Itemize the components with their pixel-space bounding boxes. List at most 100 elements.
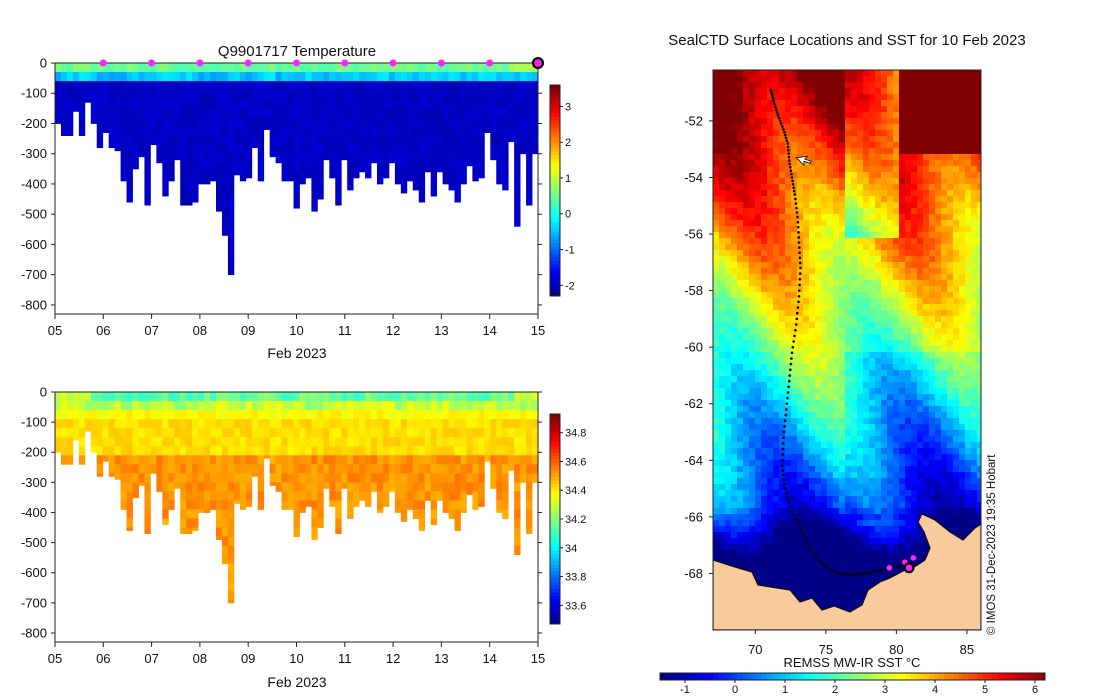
heatmap-cell xyxy=(406,473,414,483)
heatmap-cell xyxy=(192,464,199,474)
sst-cell xyxy=(737,118,744,125)
sst-cell xyxy=(743,298,750,305)
sst-cell xyxy=(905,226,912,233)
sst-cell xyxy=(833,286,840,293)
sst-cell xyxy=(911,88,918,95)
sst-row xyxy=(713,310,981,317)
heatmap-cell xyxy=(454,509,461,519)
sst-cell xyxy=(857,238,864,245)
sst-cell xyxy=(845,220,852,227)
heatmap-cell xyxy=(472,455,479,465)
sst-cell xyxy=(899,202,906,209)
sst-cell xyxy=(881,256,888,263)
heatmap-cell xyxy=(514,545,521,556)
sst-cell xyxy=(857,208,864,215)
sst-cell xyxy=(869,154,876,161)
heatmap-cell xyxy=(382,63,390,73)
heatmap-cell xyxy=(341,99,348,109)
heatmap-cell xyxy=(138,482,145,486)
heatmap-cell xyxy=(442,410,449,420)
sst-cell xyxy=(953,232,960,239)
heatmap-cell xyxy=(460,180,467,185)
sst-cell xyxy=(851,358,858,365)
sst-cell xyxy=(923,280,930,287)
heatmap-cell xyxy=(227,208,235,218)
heatmap-cell xyxy=(257,500,265,510)
heatmap-cell xyxy=(186,72,193,82)
heatmap-cell xyxy=(442,108,449,118)
heatmap-cell xyxy=(526,518,533,528)
heatmap-cell xyxy=(335,428,342,438)
heatmap-cell xyxy=(144,99,151,109)
sst-cell xyxy=(929,232,936,239)
sst-cell xyxy=(923,118,930,125)
sst-cell xyxy=(833,70,840,77)
sst-cell xyxy=(743,382,750,389)
sst-cell xyxy=(845,238,852,245)
sst-cell xyxy=(821,292,828,299)
sst-cell xyxy=(833,394,840,401)
colorbar-step xyxy=(550,260,560,265)
sst-cell xyxy=(785,262,792,269)
sst-cell xyxy=(929,184,936,191)
heatmap-cell xyxy=(311,190,318,200)
sst-cell xyxy=(863,184,870,191)
heatmap-cell xyxy=(448,401,455,411)
sst-cell xyxy=(917,124,924,131)
heatmap-cell xyxy=(168,464,175,474)
sst-cell xyxy=(917,262,924,269)
sst-cell xyxy=(827,208,834,215)
heatmap-cell xyxy=(227,63,235,73)
sst-cell xyxy=(971,94,978,101)
sst-cell xyxy=(959,388,966,395)
colorbar-step xyxy=(550,421,560,425)
sst-cell xyxy=(929,370,936,377)
heatmap-cell xyxy=(418,81,426,91)
heatmap-cell xyxy=(400,190,408,194)
sst-cell xyxy=(755,352,762,359)
sst-cell xyxy=(731,148,738,155)
heatmap-cell xyxy=(448,117,455,127)
x-tick-label: 11 xyxy=(338,651,352,666)
heatmap-cell xyxy=(448,90,455,100)
heatmap-cell xyxy=(382,419,390,429)
sst-cell xyxy=(941,124,948,131)
heatmap-cell xyxy=(424,81,432,91)
profile-column xyxy=(365,63,372,179)
heatmap-cell xyxy=(305,135,312,146)
sst-cell xyxy=(761,124,768,131)
colorbar-step xyxy=(550,95,560,100)
sst-cell xyxy=(911,76,918,83)
sst-cell xyxy=(761,250,768,257)
heatmap-cell xyxy=(239,437,247,447)
sst-cell xyxy=(881,262,888,269)
heatmap-cell xyxy=(406,63,414,73)
heatmap-cell xyxy=(305,108,312,118)
sst-cell xyxy=(833,88,840,95)
heatmap-cell xyxy=(359,81,366,91)
sst-cell xyxy=(881,160,888,167)
sst-cell xyxy=(857,184,864,191)
heatmap-cell xyxy=(168,455,175,465)
heatmap-cell xyxy=(388,63,396,73)
sst-cell xyxy=(881,364,888,371)
sst-cell xyxy=(851,76,858,83)
heatmap-cell xyxy=(168,162,175,173)
sst-cell xyxy=(851,136,858,143)
sst-cell xyxy=(959,340,966,347)
sst-cell xyxy=(761,226,768,233)
sst-cell xyxy=(791,142,798,149)
heatmap-cell xyxy=(162,518,169,525)
sst-cell xyxy=(821,286,828,293)
sst-cell xyxy=(773,82,780,89)
heatmap-cell xyxy=(472,428,479,438)
sst-cell xyxy=(941,328,948,335)
heatmap-cell xyxy=(263,99,271,109)
heatmap-cell xyxy=(418,419,426,429)
heatmap-cell xyxy=(520,108,527,118)
sst-cell xyxy=(839,148,846,155)
heatmap-cell xyxy=(287,144,294,155)
sst-cell xyxy=(737,154,744,161)
sst-cell xyxy=(911,172,918,179)
heatmap-cell xyxy=(204,72,211,82)
